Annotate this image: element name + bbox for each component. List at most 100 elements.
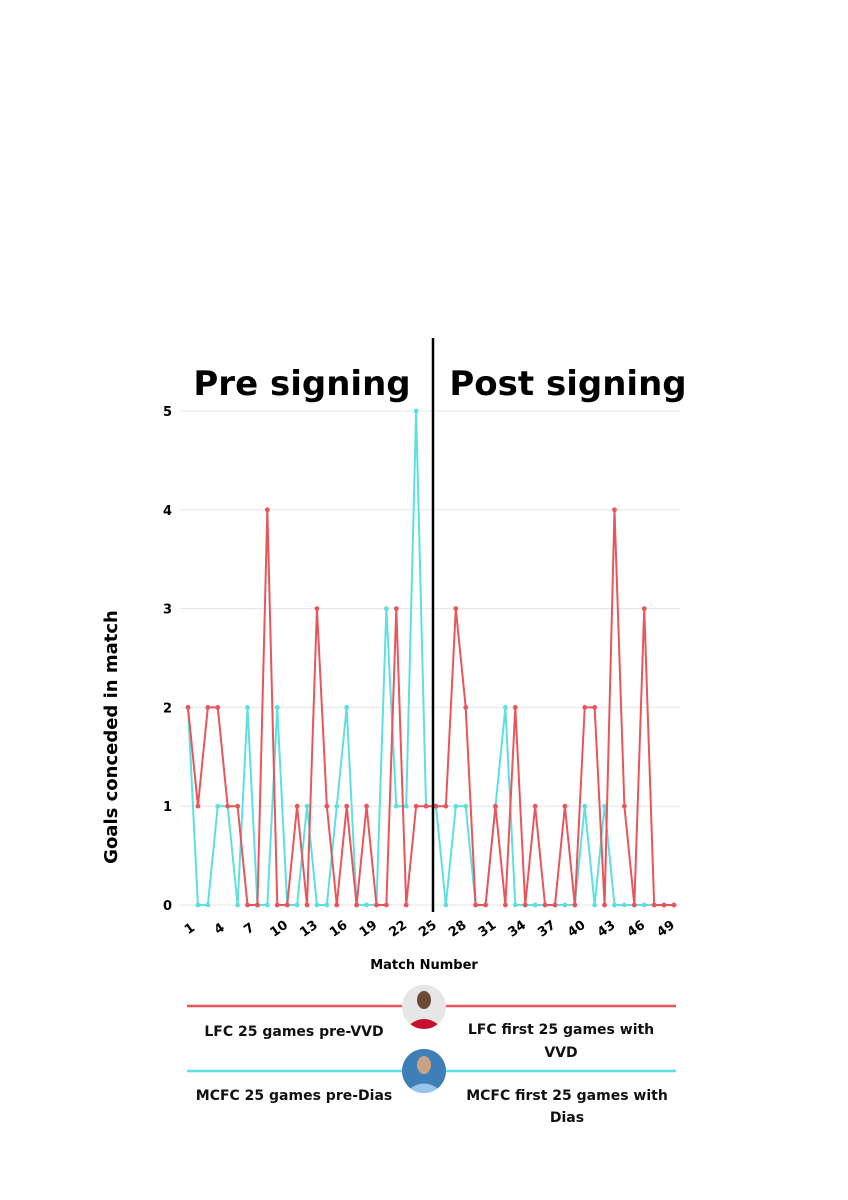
data-point-mcfc <box>314 902 320 908</box>
data-point-lfc <box>334 902 340 908</box>
data-point-lfc <box>641 606 647 611</box>
legend-mcfc-post-label-line2: Dias <box>550 1110 584 1126</box>
city-player-photo-icon <box>402 1049 446 1093</box>
pre-signing-title: Pre signing <box>193 364 410 404</box>
data-point-lfc <box>552 902 558 908</box>
data-point-mcfc <box>195 902 201 908</box>
x-tick-label: 28 <box>446 918 469 941</box>
x-tick-label: 22 <box>387 918 410 941</box>
post-signing-title: Post signing <box>449 364 686 404</box>
data-point-lfc <box>502 902 508 908</box>
y-tick-label: 2 <box>163 701 172 716</box>
data-point-lfc <box>542 902 548 908</box>
x-tick-label: 13 <box>297 918 320 941</box>
data-point-lfc <box>374 902 379 908</box>
data-point-lfc <box>572 902 578 908</box>
data-point-mcfc <box>235 902 240 908</box>
y-axis-title: Goals conceded in match <box>101 610 122 864</box>
x-tick-label: 46 <box>625 918 648 941</box>
data-point-mcfc <box>413 408 419 414</box>
x-tick-label: 1 <box>182 920 198 937</box>
x-tick-label: 31 <box>476 918 499 941</box>
y-tick-label: 0 <box>163 899 172 914</box>
x-axis-title: Match Number <box>370 958 478 973</box>
x-tick-label: 16 <box>327 918 350 941</box>
legend-lfc-post-label-line1: LFC first 25 games with <box>468 1022 654 1038</box>
data-point-lfc <box>403 902 409 908</box>
data-point-mcfc <box>502 705 508 710</box>
x-tick-label: 10 <box>268 918 291 941</box>
data-point-mcfc <box>294 902 300 908</box>
data-point-lfc <box>602 902 607 908</box>
x-tick-label: 4 <box>212 920 228 937</box>
data-point-lfc <box>582 705 588 710</box>
data-point-mcfc <box>532 902 538 908</box>
data-point-lfc <box>483 902 488 908</box>
x-tick-label: 49 <box>654 918 677 941</box>
data-point-mcfc <box>245 705 250 710</box>
legend-mcfc-pre-label: MCFC 25 games pre-Dias <box>196 1088 392 1104</box>
data-point-lfc <box>631 902 637 908</box>
data-point-lfc <box>562 803 568 809</box>
player-photo-icon <box>402 985 446 1029</box>
y-tick-label: 4 <box>163 504 172 519</box>
data-point-mcfc <box>612 902 617 908</box>
legend-lfc-pre-label: LFC 25 games pre-VVD <box>204 1024 383 1040</box>
data-point-mcfc <box>622 902 627 908</box>
data-point-lfc <box>423 803 429 809</box>
data-point-lfc <box>274 902 280 908</box>
data-point-mcfc <box>383 606 389 611</box>
data-point-lfc <box>195 803 201 809</box>
data-point-lfc <box>383 902 389 908</box>
data-point-mcfc <box>582 803 588 809</box>
data-point-lfc <box>512 705 518 710</box>
legend-mcfc-post-label-line1: MCFC first 25 games with <box>466 1088 668 1104</box>
x-axis-ticks: 1 4 7 10 13 16 19 22 25 28 31 34 37 40 43 46 49 <box>182 918 678 941</box>
data-point-mcfc <box>264 902 270 908</box>
data-point-lfc <box>493 803 498 809</box>
data-point-mcfc <box>274 705 280 710</box>
data-point-lfc <box>255 902 260 908</box>
gridlines <box>180 410 680 906</box>
data-point-lfc <box>443 803 449 809</box>
data-point-lfc <box>612 507 617 513</box>
data-point-lfc <box>671 902 677 908</box>
data-point-mcfc <box>403 803 409 809</box>
data-point-mcfc <box>304 803 310 809</box>
data-point-mcfc <box>443 902 449 908</box>
data-point-lfc <box>413 803 419 809</box>
data-point-lfc <box>215 705 221 710</box>
data-point-mcfc <box>602 803 607 809</box>
data-point-lfc <box>205 705 211 710</box>
y-tick-label: 1 <box>163 800 172 815</box>
y-axis-ticks: 0 1 2 3 4 5 <box>163 405 172 914</box>
data-point-lfc <box>453 606 459 611</box>
data-point-lfc <box>304 902 310 908</box>
series-lfc <box>185 507 677 908</box>
series-lines <box>185 408 677 908</box>
data-point-lfc <box>235 803 240 809</box>
data-point-lfc <box>324 803 330 809</box>
data-point-lfc <box>622 803 627 809</box>
x-tick-label: 40 <box>565 918 588 941</box>
data-point-lfc <box>354 902 360 908</box>
data-point-lfc <box>651 902 657 908</box>
data-point-lfc <box>463 705 469 710</box>
data-point-mcfc <box>364 902 369 908</box>
x-tick-label: 19 <box>357 918 380 941</box>
data-point-mcfc <box>334 803 340 809</box>
data-point-lfc <box>225 803 231 809</box>
data-point-mcfc <box>393 803 399 809</box>
data-point-lfc <box>364 803 369 809</box>
data-point-mcfc <box>592 902 598 908</box>
data-point-lfc <box>592 705 598 710</box>
x-tick-label: 43 <box>595 918 618 941</box>
legend-lfc-post-label-line2: VVD <box>544 1045 577 1061</box>
data-point-lfc <box>245 902 250 908</box>
data-point-mcfc <box>512 902 518 908</box>
data-point-mcfc <box>562 902 568 908</box>
x-tick-label: 7 <box>241 920 257 937</box>
data-point-mcfc <box>463 803 469 809</box>
data-point-lfc <box>522 902 528 908</box>
data-point-mcfc <box>344 705 350 710</box>
